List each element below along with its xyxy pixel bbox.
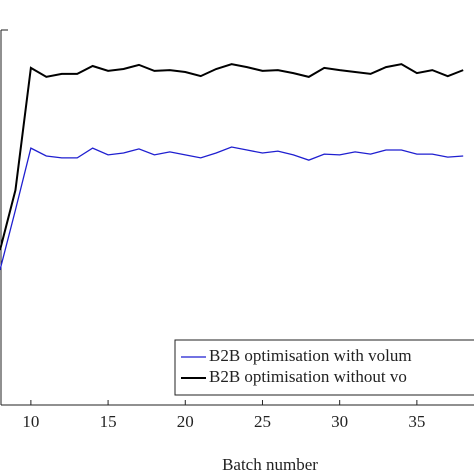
data-line bbox=[0, 63, 464, 251]
legend-label: B2B optimisation with volum bbox=[209, 346, 412, 365]
x-axis-label: Batch number bbox=[222, 455, 318, 474]
x-tick-label: 20 bbox=[177, 412, 194, 431]
x-tick-label: 15 bbox=[100, 412, 117, 431]
x-tick-label: 35 bbox=[408, 412, 425, 431]
legend-label: B2B optimisation without vo bbox=[209, 367, 407, 386]
data-line bbox=[0, 146, 464, 271]
x-tick-label: 25 bbox=[254, 412, 271, 431]
x-tick-label: 10 bbox=[22, 412, 39, 431]
legend-box bbox=[174, 339, 474, 396]
x-tick-label: 30 bbox=[331, 412, 348, 431]
